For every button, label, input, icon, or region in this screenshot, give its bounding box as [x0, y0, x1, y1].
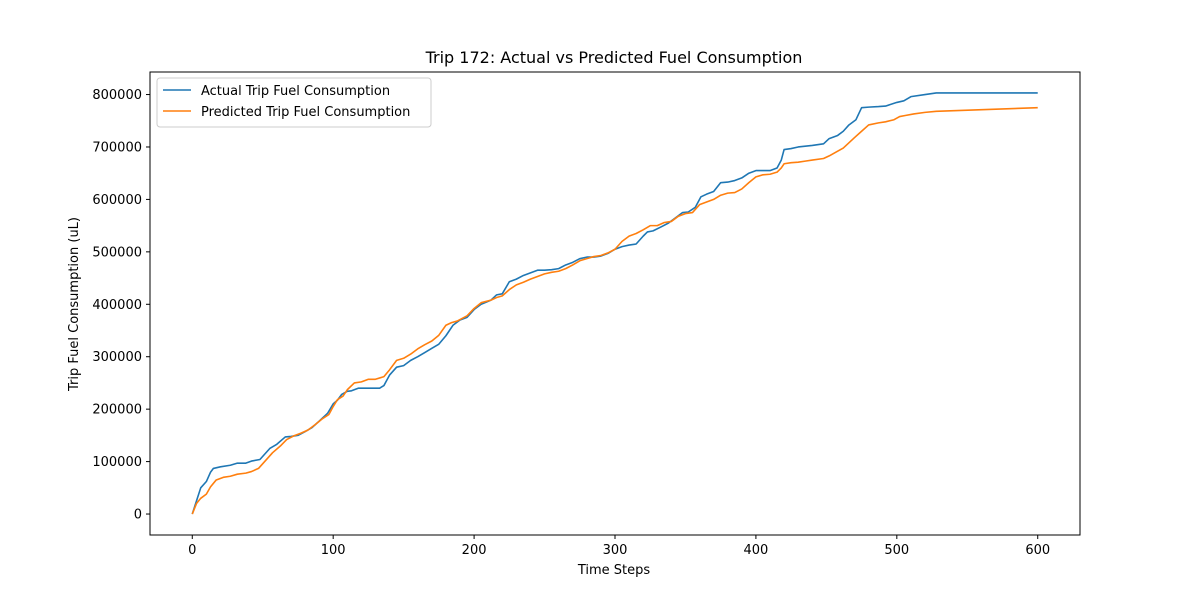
x-tick-label: 400: [743, 543, 768, 558]
y-tick-label: 100000: [92, 455, 142, 470]
x-tick-label: 200: [462, 543, 487, 558]
y-tick-label: 500000: [92, 245, 142, 260]
x-axis-label: Time Steps: [577, 563, 651, 578]
chart-title: Trip 172: Actual vs Predicted Fuel Consu…: [425, 48, 803, 67]
y-tick-label: 700000: [92, 140, 142, 155]
y-tick-label: 0: [134, 508, 142, 523]
legend-label: Predicted Trip Fuel Consumption: [201, 105, 410, 120]
legend-label: Actual Trip Fuel Consumption: [201, 84, 390, 99]
y-tick-label: 400000: [92, 298, 142, 313]
y-tick-label: 800000: [92, 88, 142, 103]
x-tick-label: 600: [1025, 543, 1050, 558]
x-tick-label: 100: [321, 543, 346, 558]
plot-area: 0 100 200 300 400 500 600 0 100000 200000 300000 40…: [92, 71, 1081, 558]
y-tick-label: 300000: [92, 350, 142, 365]
series-line-predicted: [191, 106, 1038, 515]
legend: Actual Trip Fuel Consumption Predicted Tr…: [156, 77, 432, 128]
x-tick-label: 500: [884, 543, 909, 558]
y-axis-label: Trip Fuel Consumption (uL): [67, 217, 82, 392]
y-tick-label: 200000: [92, 403, 142, 418]
y-tick-label: 600000: [92, 193, 142, 208]
x-tick-label: 300: [603, 543, 628, 558]
x-tick-label: 0: [188, 543, 196, 558]
legend-box: [156, 77, 432, 128]
